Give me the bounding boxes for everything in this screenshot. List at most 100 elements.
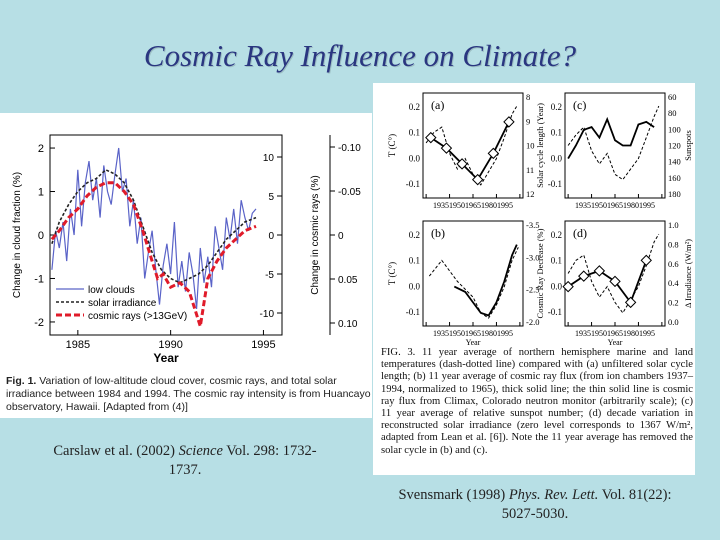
y-tick-label: 0.0 <box>409 281 421 291</box>
panel-label: (d) <box>573 226 587 240</box>
diamond-marker <box>593 265 606 277</box>
citation-volume: Vol. 81(22): 5027-5030. <box>501 487 672 522</box>
panel-label: (a) <box>431 98 444 112</box>
y-tick-label: -1 <box>34 273 44 285</box>
x-tick-label: 1990 <box>158 339 182 351</box>
y2-tick-label: 0 <box>268 231 274 242</box>
y2-tick-label: 120 <box>668 141 681 151</box>
diamond-marker <box>578 270 590 282</box>
y-tick-label: 0 <box>38 230 44 242</box>
y2-axis-label: Solar cycle length (Year) <box>535 103 545 188</box>
diamond-marker <box>425 131 437 144</box>
diamond-marker <box>503 116 515 128</box>
x-tick-label: 19351950196519801995 <box>575 329 655 338</box>
y-tick-label: -2 <box>34 317 44 329</box>
y2-tick-label: 0.8 <box>668 239 679 249</box>
y2-tick-label: 11 <box>526 165 534 175</box>
diamond-marker <box>487 147 500 160</box>
y2-tick-label: 160 <box>668 173 681 183</box>
y2-tick-label: 0.2 <box>668 298 679 308</box>
x-tick-label: 19351950196519801995 <box>575 201 655 210</box>
panel-label: (b) <box>431 226 445 240</box>
citation-volume: Vol. 298: 1732-1737. <box>168 443 317 478</box>
y2-tick-label: -3.5 <box>526 220 539 230</box>
series-line <box>453 244 518 317</box>
y-tick-label: 0.1 <box>551 128 562 138</box>
y-tick-label: 0.2 <box>409 230 420 240</box>
y-tick-label: -0.1 <box>548 179 562 189</box>
y-tick-label: -0.1 <box>548 307 562 317</box>
diamond-marker <box>456 158 468 170</box>
panel-label: (c) <box>573 98 586 112</box>
y2-tick-label: 140 <box>668 157 681 167</box>
y2-tick-label: 0.0 <box>668 317 679 327</box>
carslaw-citation: Carslaw et al. (2002) Science Vol. 298: … <box>40 442 330 480</box>
y-tick-label: 0.1 <box>409 256 420 266</box>
x-tick-label: 19351950196519801995 <box>433 329 513 338</box>
y-axis-label: T (C°) <box>387 134 397 157</box>
series-line-cosmic <box>50 181 257 327</box>
diamond-marker <box>624 296 637 309</box>
y2-axis-label: Change in cosmic rays (%) <box>310 175 321 294</box>
y-tick-label: 0.1 <box>409 128 420 138</box>
y-tick-label: 0.0 <box>551 153 563 163</box>
y-tick-label: -0.1 <box>406 307 420 317</box>
x-tick-label: 1995 <box>251 339 275 351</box>
series-line-low <box>51 147 257 309</box>
carslaw-figure: 1985 1990 1995 -2 -1 0 1 2 10 5 0 -5 -10 -0.10 -0.05 0 0… <box>0 113 372 418</box>
series-line <box>567 105 660 181</box>
y2-tick-label: 8 <box>526 92 530 102</box>
y3-tick-label: 0.10 <box>338 319 358 330</box>
diamond-marker <box>562 280 574 293</box>
legend-label: low clouds <box>88 285 135 296</box>
svensmark-figure: (a) 19351950196519801995 0.2 0.1 0.0 -0.1 8 9 10… <box>373 83 695 475</box>
y-tick-label: 0.0 <box>551 281 563 291</box>
citation-journal: Science <box>178 443 223 459</box>
y3-tick-label: -0.10 <box>338 143 361 154</box>
series-line-solar <box>51 168 257 284</box>
svensmark-citation: Svensmark (1998) Phys. Rev. Lett. Vol. 8… <box>380 486 690 524</box>
citation-authors: Svensmark (1998) <box>398 487 509 503</box>
diamond-marker <box>609 275 621 288</box>
y-tick-label: 2 <box>38 143 44 155</box>
cloud-cosmic-chart: 1985 1990 1995-2-10121050-5-10-0.10-0.0500… <box>12 134 361 365</box>
y2-axis-label: Cosmic Ray Decrease (%) <box>535 228 545 318</box>
y2-tick-label: 0.4 <box>668 278 679 288</box>
y2-tick-label: 80 <box>668 108 677 118</box>
svensmark-figure-caption: FIG. 3. 11 year average of northern hemi… <box>381 347 693 456</box>
y-tick-label: 0.2 <box>409 102 420 112</box>
series-line <box>567 260 648 305</box>
y2-tick-label: -2.0 <box>526 317 539 327</box>
y2-tick-label: 10 <box>526 141 535 151</box>
y2-tick-label: 10 <box>263 153 275 164</box>
y2-tick-label: -5 <box>265 270 274 281</box>
plot-frame <box>49 134 283 336</box>
y-tick-label: 0.1 <box>551 256 562 266</box>
y2-tick-label: 9 <box>526 116 530 126</box>
y3-tick-label: 0.05 <box>338 275 358 286</box>
caption-label: Fig. 1. <box>6 375 37 387</box>
legend-label: cosmic rays (>13GeV) <box>88 311 187 322</box>
series-line <box>567 116 655 160</box>
diamond-marker <box>440 142 453 154</box>
y3-tick-label: -0.05 <box>338 187 361 198</box>
y-tick-label: 0.2 <box>551 230 562 240</box>
y2-tick-label: -2.5 <box>526 285 539 295</box>
legend-label: solar irradiance <box>88 298 157 309</box>
y2-tick-label: 60 <box>668 92 677 102</box>
citation-authors: Carslaw et al. (2002) <box>53 443 179 459</box>
y2-axis-label: Sunspots <box>683 130 693 161</box>
citation-journal: Phys. Rev. Lett. <box>508 487 599 503</box>
y-tick-label: -0.1 <box>406 179 420 189</box>
y2-tick-label: 100 <box>668 124 681 134</box>
x-tick-label: 1985 <box>66 339 90 351</box>
y3-tick-label: 0 <box>338 231 344 242</box>
svensmark-panels: (a) 19351950196519801995 0.2 0.1 0.0 -0.1 8 9 10… <box>387 92 693 345</box>
y2-tick-label: 12 <box>526 189 535 199</box>
carslaw-figure-caption: Fig. 1. Variation of low-altitude cloud … <box>6 375 372 414</box>
x-axis-label: Year <box>466 338 481 345</box>
y2-tick-label: -3.0 <box>526 252 539 262</box>
y2-tick-label: 0.6 <box>668 259 679 269</box>
y2-tick-label: -10 <box>260 309 275 320</box>
diamond-marker <box>640 254 652 267</box>
